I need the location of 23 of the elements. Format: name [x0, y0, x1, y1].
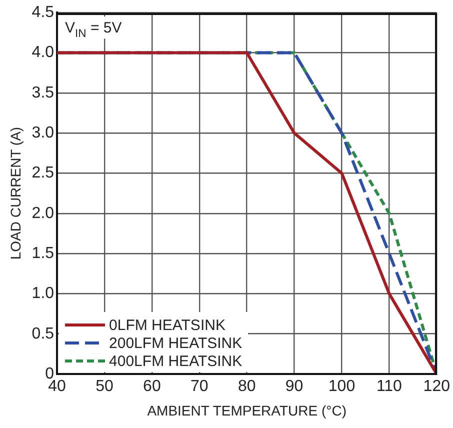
- y-axis-title: LOAD CURRENT (A): [7, 126, 24, 260]
- y-tick-label: 4.5: [32, 4, 54, 22]
- x-tick-label: 100: [328, 378, 356, 396]
- y-tick-label: 1.0: [32, 285, 54, 302]
- x-tick-label: 60: [143, 378, 161, 396]
- x-tick-label: 110: [376, 378, 402, 396]
- y-tick-label: 4.0: [32, 44, 54, 62]
- x-tick-label: 80: [238, 378, 256, 396]
- x-tick-label: 50: [96, 378, 114, 396]
- y-tick-label: 2.5: [32, 164, 54, 182]
- y-tick-label: 0.5: [32, 325, 54, 342]
- y-tick-label: 3.0: [32, 124, 54, 142]
- x-tick-label: 70: [190, 378, 208, 396]
- y-tick-label: 3.5: [32, 84, 54, 102]
- y-tick-label: 2.0: [32, 204, 54, 222]
- x-tick-label: 40: [48, 378, 66, 396]
- legend-label: 0LFM HEATSINK: [109, 316, 226, 334]
- x-axis-title: AMBIENT TEMPERATURE (°C): [147, 402, 346, 418]
- legend-label: 200LFM HEATSINK: [109, 334, 242, 352]
- x-tick-label: 90: [285, 378, 304, 396]
- legend-label: 400LFM HEATSINK: [109, 352, 242, 370]
- x-tick-label: 120: [423, 378, 450, 396]
- y-tick-label: 1.5: [32, 244, 54, 262]
